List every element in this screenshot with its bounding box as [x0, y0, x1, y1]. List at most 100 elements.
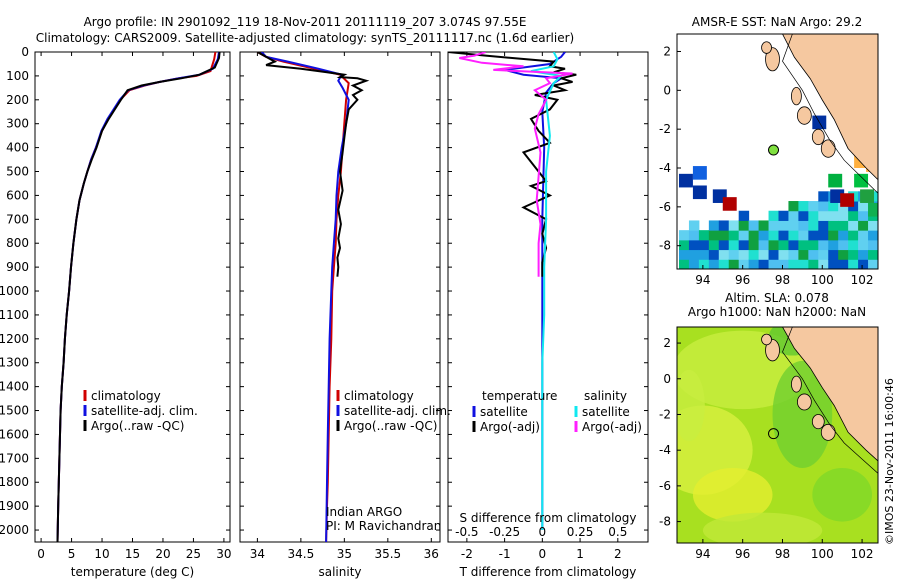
sla_map-xtick-label: 100: [811, 547, 834, 561]
sst-grid-cell: [728, 239, 740, 251]
depth-tick-label: 100: [6, 69, 29, 83]
temperature-legend-label: satellite-adj. clim.: [91, 404, 198, 418]
sst-grid-cell: [818, 201, 829, 212]
sst-grid-cell: [708, 220, 720, 231]
sst-grid-cell: [678, 239, 690, 251]
sst-grid-cell: [788, 210, 799, 221]
sst_map-ytick-label: 0: [663, 83, 671, 97]
sst-grid-cell: [688, 220, 700, 231]
sst-grid-cell: [678, 230, 690, 241]
sst-grid-cell: [838, 239, 849, 251]
sst-grid-cell: [818, 230, 829, 241]
temperature-frame: [34, 51, 231, 543]
sst-grid-cell: [858, 239, 869, 251]
depth-tick-label: 1200: [0, 332, 29, 346]
sst-grid-cell: [778, 239, 789, 251]
sla-map-title-line1: Altim. SLA: 0.078: [725, 291, 829, 305]
sst-grid-cell: [838, 220, 849, 231]
sla_map-ytick-label: -8: [659, 515, 671, 529]
difference-top-tick-label: 0.5: [608, 525, 627, 539]
land-sumatra: [782, 327, 878, 462]
sst_map-ytick-label: -4: [659, 161, 671, 175]
sst-grid-cell: [768, 259, 779, 269]
sst-grid-cell: [818, 239, 829, 251]
salinity-satellite-adj-clim--line: [260, 52, 350, 542]
sst-grid-cell: [858, 249, 869, 260]
sst-grid-cell: [738, 249, 750, 260]
sst-grid-cell: [688, 239, 700, 251]
depth-tick-label: 1700: [0, 451, 29, 465]
sst-grid-cell: [848, 259, 859, 269]
difference-salinity-satellite-line: [530, 52, 564, 530]
depth-tick-label: 900: [6, 260, 29, 274]
sst-grid-cell: [818, 220, 829, 231]
sst_map-xtick-label: 102: [851, 273, 874, 287]
sst-grid-cell: [828, 220, 839, 231]
temperature-xtick-label: 25: [186, 547, 201, 561]
salinity-xtick-label: 35: [337, 547, 352, 561]
sst-grid-cell: [678, 259, 690, 269]
sst-grid-cell: [788, 249, 799, 260]
sst_map-ytick-label: -6: [659, 200, 671, 214]
difference-frame: [447, 51, 649, 543]
temperature-xtick-label: 15: [125, 547, 140, 561]
depth-tick-label: 400: [6, 141, 29, 155]
sst_map-xtick-label: 94: [695, 273, 710, 287]
depth-tick-label: 1600: [0, 427, 29, 441]
sst-grid-cell: [692, 166, 707, 180]
sst-grid-cell: [688, 259, 700, 269]
difference-legend-label: satellite: [480, 405, 528, 419]
sla_map-xtick-label: 102: [851, 547, 874, 561]
sst-grid-cell: [838, 210, 849, 221]
sst-grid-cell: [718, 230, 730, 241]
difference-top-tick-label: 0.25: [567, 525, 594, 539]
temperature-panel: 0 5 10 15 20 25 30 temperature (deg C) 0 100 200 30…: [0, 45, 232, 579]
salinity-legend-label: Argo(..raw -QC): [344, 419, 437, 433]
sst-map-title: AMSR-E SST: NaN Argo: 29.2: [692, 15, 862, 29]
sst-grid-cell: [698, 259, 710, 269]
sst_map-xtick-label: 96: [735, 273, 750, 287]
sst-grid-cell: [868, 259, 878, 269]
sst-grid-cell: [818, 259, 829, 269]
sst-grid-cell: [808, 201, 819, 212]
temperature-satellite-adj-clim--line: [56, 52, 220, 542]
sst-grid-cell: [698, 239, 710, 251]
sst-grid-cell: [808, 220, 819, 231]
salinity-xlabel: salinity: [318, 565, 361, 579]
depth-tick-label: 1000: [0, 284, 29, 298]
difference-xtick-label: 2: [614, 547, 622, 561]
sst-grid-cell: [708, 249, 720, 260]
sst-grid-cell: [848, 220, 859, 231]
sst-grid-cell: [758, 249, 770, 260]
depth-tick-label: 300: [6, 117, 29, 131]
sst-grid-cell: [828, 249, 839, 260]
sst_map-xtick-label: 100: [811, 273, 834, 287]
sla_map-ytick-label: -2: [659, 407, 671, 421]
sst-grid-cell: [738, 210, 750, 221]
figure-title-line1: Argo profile: IN 2901092_119 18-Nov-2011…: [84, 15, 527, 29]
depth-tick-label: 1800: [0, 475, 29, 489]
sst-grid-cell: [858, 220, 869, 231]
depth-tick-label: 700: [6, 212, 29, 226]
land-island: [811, 128, 825, 146]
depth-tick-label: 600: [6, 188, 29, 202]
sst-grid-cell: [738, 220, 750, 231]
temperature-argo-raw-qc--line: [56, 52, 221, 542]
sst-grid-cell: [738, 239, 750, 251]
sst_map-frame: [676, 33, 879, 270]
sst-grid-cell: [828, 201, 839, 212]
sla_map-xtick-label: 94: [695, 547, 710, 561]
sla-map-title-line2: Argo h1000: NaN h2000: NaN: [688, 305, 866, 319]
difference-legend-label: satellite: [582, 405, 630, 419]
land-island: [820, 423, 836, 441]
sst-grid-cell: [848, 210, 859, 221]
sst-grid-cell: [798, 210, 809, 221]
temperature-xlabel: temperature (deg C): [71, 565, 194, 579]
sst-grid-cell: [758, 220, 770, 231]
sla_map-ytick-label: -4: [659, 443, 671, 457]
sla_map-ytick-label: 2: [663, 336, 671, 350]
depth-tick-label: 500: [6, 165, 29, 179]
land-island: [820, 139, 836, 158]
sst-grid-cell: [848, 230, 859, 241]
difference-xtick-label: 1: [576, 547, 584, 561]
